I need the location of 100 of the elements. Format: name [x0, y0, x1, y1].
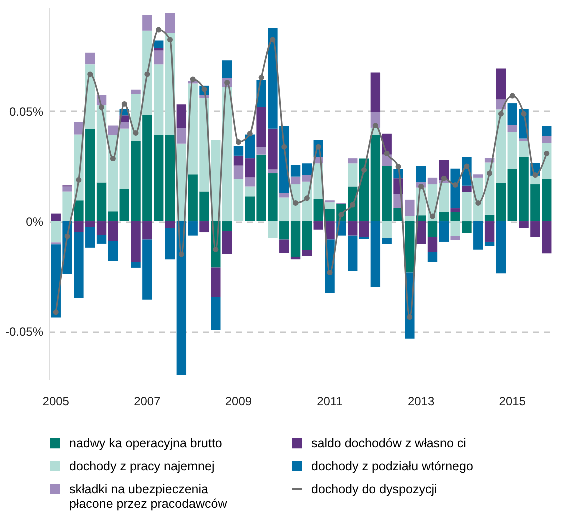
bar: [131, 90, 141, 94]
bar: [256, 147, 266, 155]
bar: [450, 208, 460, 212]
bar: [462, 222, 472, 234]
bar: [484, 222, 495, 242]
point: [362, 167, 368, 173]
bar: [268, 170, 278, 174]
bar: [96, 222, 107, 236]
bar: [154, 50, 164, 65]
y-tick-label: 0.05%: [9, 104, 44, 119]
bar: [405, 222, 415, 273]
bar: [108, 222, 118, 242]
x-tick-label: 2015: [499, 394, 526, 408]
bar: [302, 250, 312, 256]
point: [270, 37, 276, 43]
bar: [62, 186, 72, 192]
bar: [268, 222, 278, 238]
legend-label: dochody do dyspozycji: [312, 482, 438, 496]
bar: [382, 222, 392, 238]
bar: [428, 252, 438, 262]
bar: [370, 72, 381, 112]
bar: [154, 48, 164, 51]
bar: [359, 222, 370, 238]
point: [213, 246, 219, 252]
bar: [245, 186, 255, 197]
bar: [165, 135, 176, 222]
bar: [280, 198, 290, 222]
x-tick-label: 2011: [317, 394, 344, 408]
bar: [496, 183, 506, 222]
point: [476, 200, 482, 206]
bar: [51, 222, 61, 243]
bar: [234, 166, 244, 180]
bar: [302, 164, 312, 176]
bar: [290, 176, 301, 185]
point: [190, 76, 196, 82]
bar: [405, 216, 415, 222]
bar: [234, 156, 244, 166]
bar: [51, 214, 61, 222]
bar: [290, 165, 301, 177]
bar: [154, 40, 164, 48]
bar: [302, 222, 312, 250]
point: [258, 75, 264, 81]
bar: [280, 222, 290, 240]
point: [144, 72, 150, 78]
x-tick-label: 2013: [408, 394, 435, 408]
legend-label: dochody z pracy najemnej: [70, 459, 215, 474]
bar: [508, 125, 518, 132]
bar: [450, 236, 460, 240]
bar: [176, 128, 187, 144]
y-tick-label: 0%: [26, 215, 44, 230]
bar: [428, 222, 438, 238]
bar: [348, 222, 358, 236]
x-tick-label: 2007: [134, 394, 162, 408]
bar: [348, 158, 358, 164]
point: [350, 202, 356, 208]
y-tick-label: -0.05%: [5, 325, 44, 340]
bar: [474, 222, 484, 250]
point: [99, 104, 105, 110]
point: [532, 172, 538, 178]
point: [464, 164, 470, 170]
point: [510, 93, 516, 99]
bar: [439, 222, 450, 242]
point: [396, 164, 402, 170]
bar: [142, 15, 152, 31]
bar: [245, 134, 255, 159]
bar: [416, 166, 426, 183]
bar: [542, 126, 552, 136]
x-tick-label: 2009: [225, 394, 252, 408]
point: [88, 72, 94, 78]
point: [168, 37, 173, 43]
point: [122, 101, 128, 107]
bar: [222, 60, 232, 78]
bar: [108, 126, 118, 136]
point: [521, 111, 527, 117]
bar: [245, 158, 255, 178]
bar: [234, 146, 244, 156]
point: [441, 176, 447, 182]
bar: [428, 178, 438, 185]
bar: [222, 231, 232, 255]
bar: [211, 268, 221, 298]
point: [247, 131, 253, 137]
bar: [165, 222, 176, 228]
point: [133, 130, 139, 136]
legend-label: składki na ubezpieczenia płacone przez pracodawców: [70, 482, 228, 511]
point: [282, 144, 288, 150]
legend-label: dochody z podziału wtórnego: [312, 459, 474, 474]
point: [452, 182, 458, 188]
bar: [484, 242, 495, 246]
point: [418, 184, 424, 190]
point: [372, 123, 378, 128]
bar: [428, 237, 438, 252]
point: [430, 214, 436, 220]
bar: [96, 105, 107, 183]
point: [236, 140, 242, 146]
bar: [86, 52, 96, 65]
point: [76, 177, 82, 183]
bar: [96, 235, 107, 244]
point: [178, 252, 184, 258]
legend-label: nadwy ka operacyjna brutto: [70, 436, 222, 450]
bar: [290, 256, 301, 260]
